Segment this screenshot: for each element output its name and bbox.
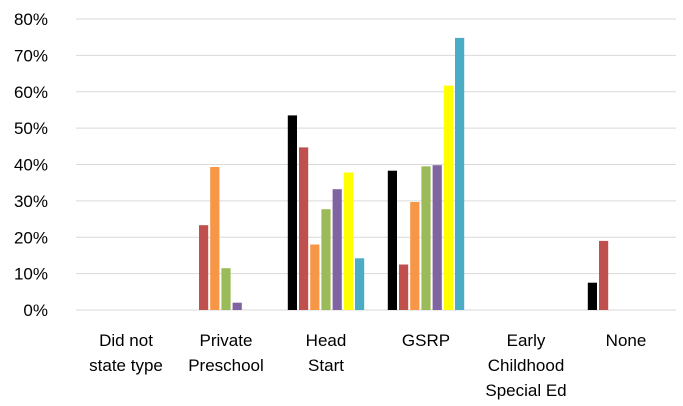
bar [421,166,431,310]
bar [232,302,242,310]
bars [199,37,609,311]
bar [599,240,609,310]
y-axis-tick-labels: 0% 10% 20% 30% 40% 50% 60% 70% 80% [14,10,48,320]
bar [221,268,231,310]
x-category-label-line: state type [89,356,163,375]
bar [587,282,597,310]
x-category-label: None [606,331,647,350]
x-category-label-line: Early [507,331,546,350]
bar [287,115,297,311]
y-tick-label: 10% [14,265,48,284]
bar [443,85,453,310]
y-tick-label: 70% [14,46,48,65]
x-category-label-line: Start [308,356,344,375]
bar [332,189,342,310]
x-category-label-line: None [606,331,647,350]
y-tick-label: 60% [14,83,48,102]
x-category-label: Early Childhood Special Ed [485,331,566,400]
bar [199,225,209,310]
x-category-label-line: Preschool [188,356,264,375]
y-tick-label: 80% [14,10,48,29]
x-category-label: GSRP [402,331,450,350]
bar [399,264,409,310]
bar [321,209,331,310]
x-category-label-line: GSRP [402,331,450,350]
bar [410,202,420,310]
gridlines [76,18,676,311]
bar [299,147,309,310]
y-tick-label: 0% [23,301,48,320]
y-tick-label: 30% [14,192,48,211]
y-tick-label: 40% [14,156,48,175]
bar [455,37,465,311]
y-tick-label: 20% [14,228,48,247]
x-category-label-line: Did not [99,331,153,350]
bar [355,258,365,310]
y-tick-label: 50% [14,119,48,138]
x-category-label-line: Head [306,331,347,350]
x-axis-category-labels: Did not state type Private Preschool Head Sta… [89,331,646,400]
x-category-label: Head Start [306,331,347,375]
bar [310,244,320,310]
x-category-label-line: Private [200,331,253,350]
x-category-label: Did not state type [89,331,163,375]
x-category-label-line: Childhood [488,356,565,375]
bar [387,170,397,310]
bar [432,165,442,310]
bar [343,172,353,310]
bar [210,167,220,310]
x-category-label-line: Special Ed [485,381,566,400]
x-category-label: Private Preschool [188,331,264,375]
